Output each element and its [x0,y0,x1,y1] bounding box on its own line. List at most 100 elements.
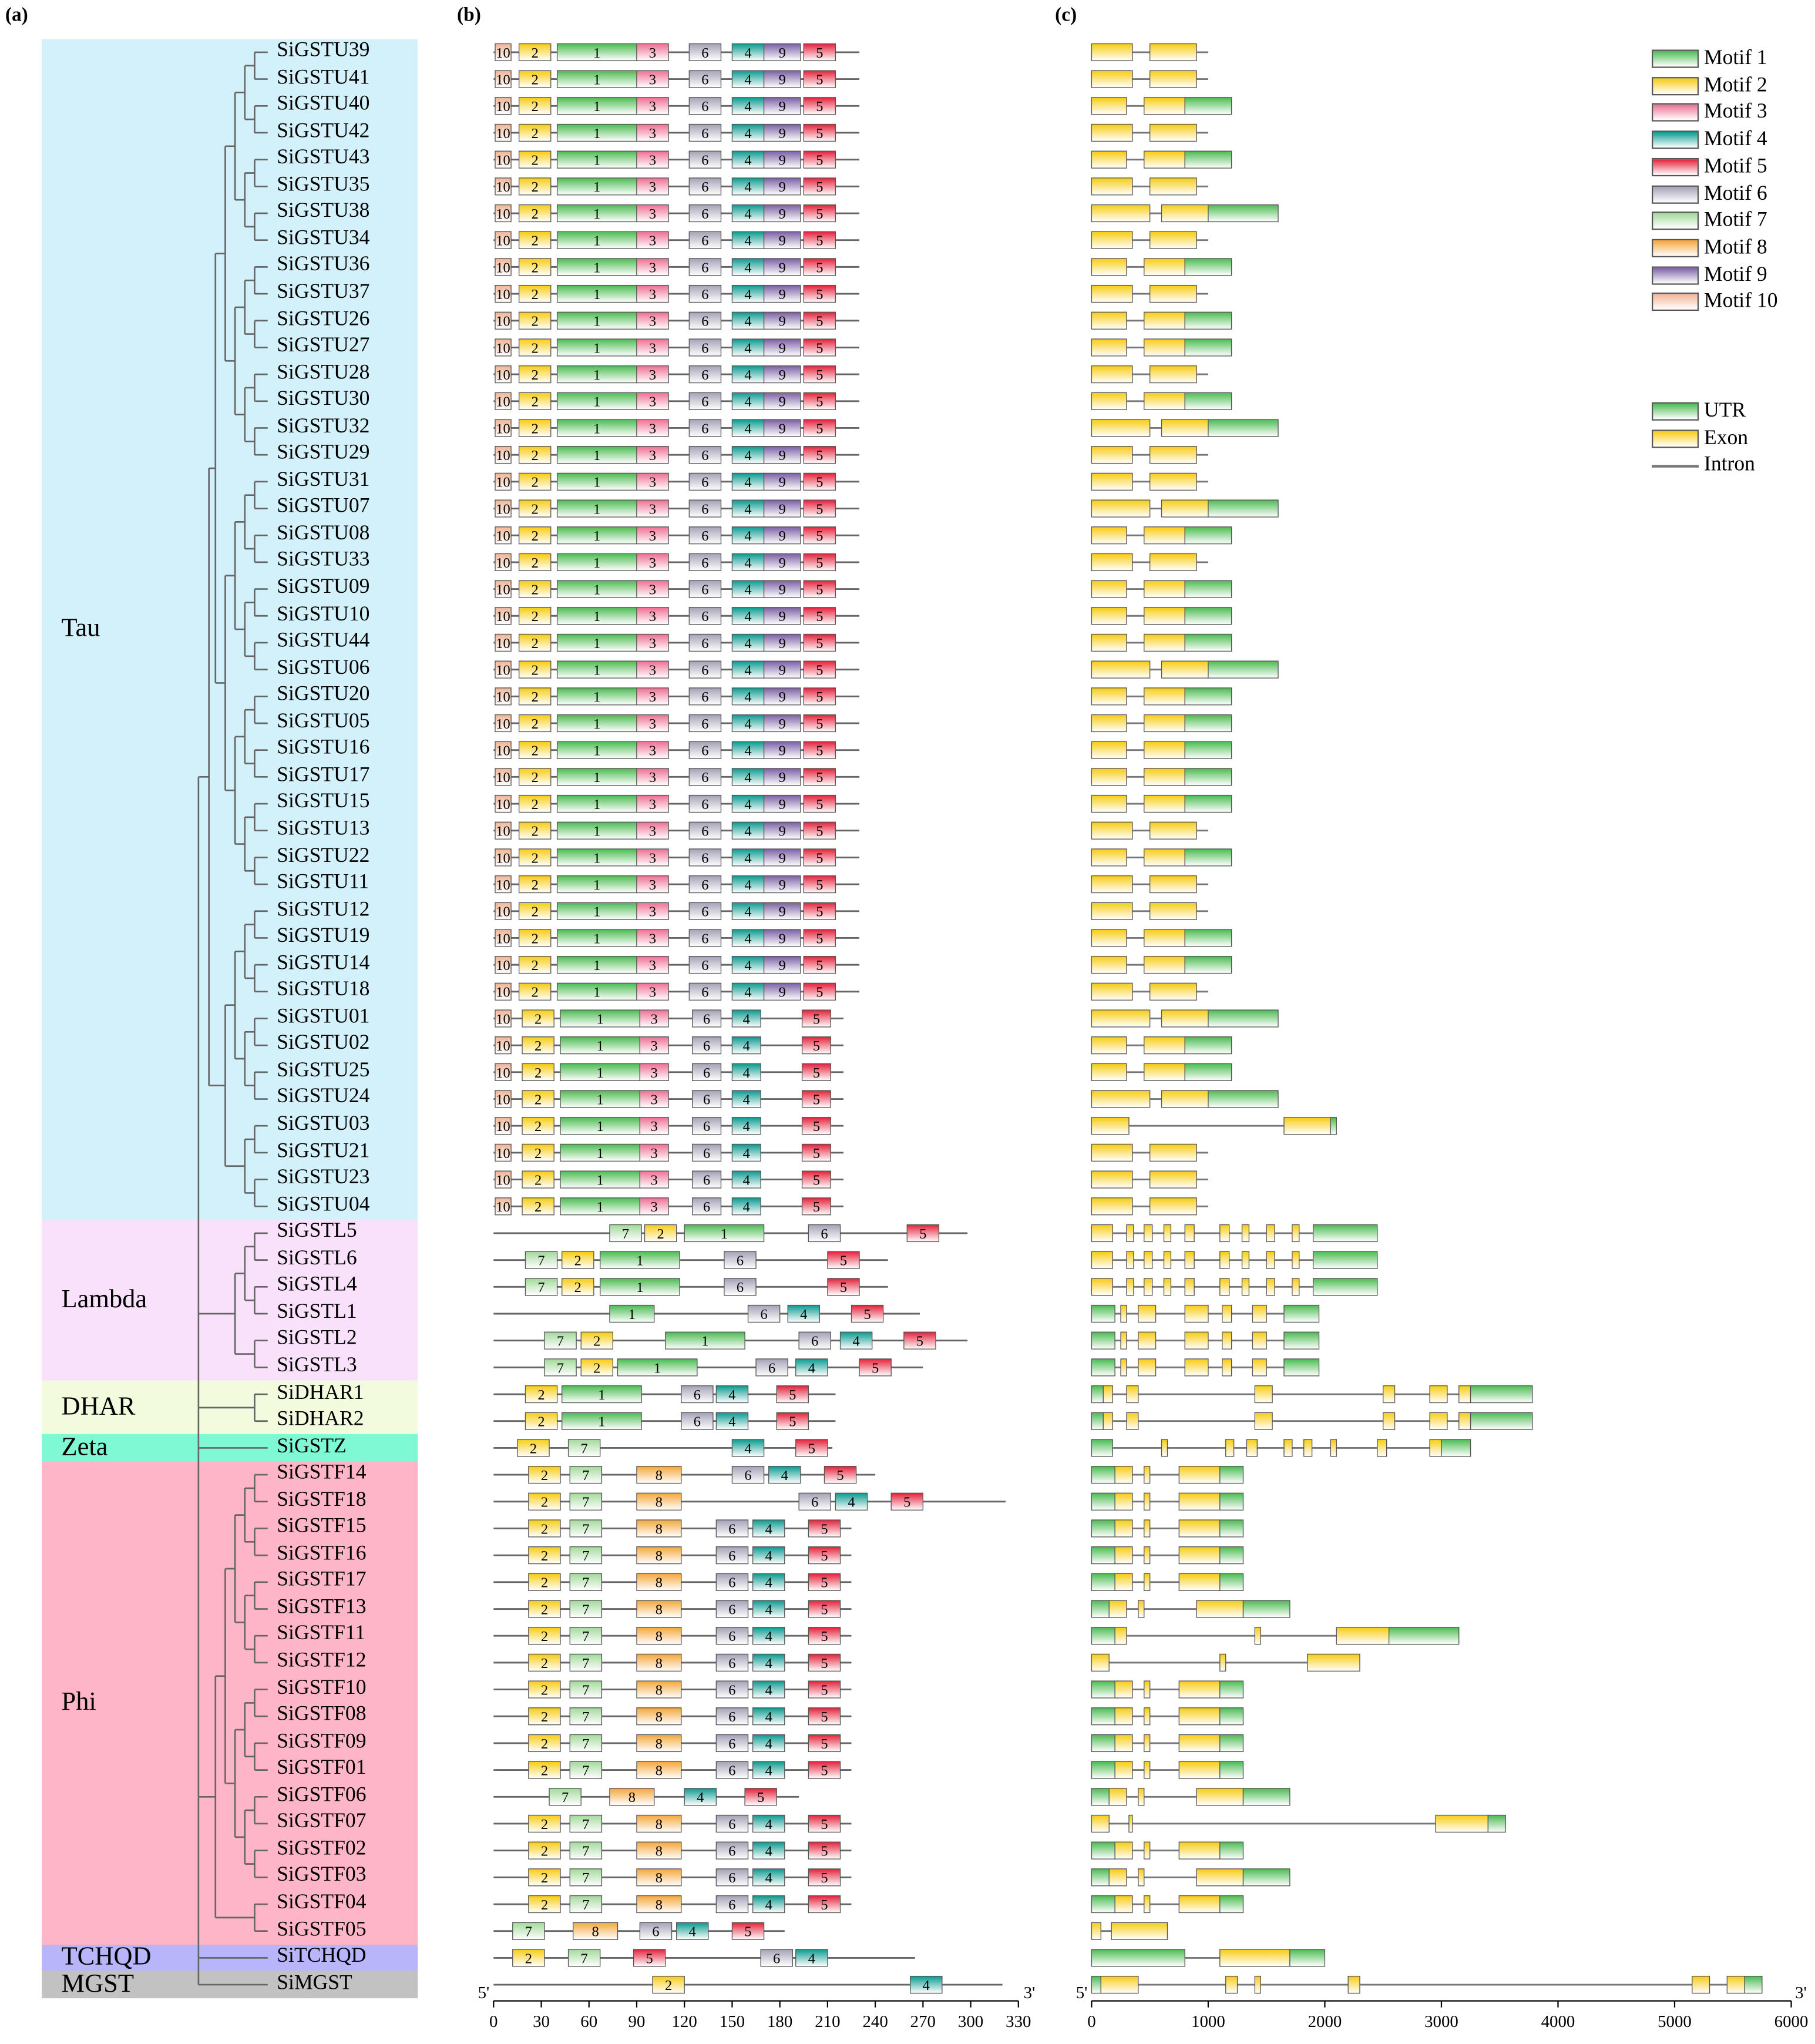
exon-box [1144,1519,1151,1538]
motif-number: 9 [779,367,786,383]
motif-number: 9 [779,958,786,974]
exon-box [1178,1841,1221,1860]
motif-box [522,1197,554,1216]
motif-box [803,43,836,62]
exon-box [1091,607,1127,625]
exon-box [1178,1734,1221,1753]
exon-box [1144,1734,1151,1753]
motif-box [803,982,836,1001]
motif-number: 2 [541,1548,548,1564]
motif-box [688,526,722,545]
motif-box [801,1143,831,1162]
motif-number: 5 [816,958,823,974]
motif-box [644,1224,677,1243]
motif-number: 8 [656,1602,663,1617]
motif-number: 2 [532,233,539,249]
motif-box [676,1922,709,1940]
exon-box [1091,1814,1110,1833]
motif-box [688,204,722,223]
motif-number: 6 [701,448,708,464]
motif-box [556,553,637,572]
gene-label: SiGSTF05 [277,1918,367,1941]
motif-number: 4 [743,1011,750,1027]
motif-box [763,848,801,867]
motif-number: 3 [649,716,656,732]
motif-box [518,875,552,894]
motif-box [636,660,669,679]
exon-box [1126,1412,1139,1430]
motif-number: 6 [703,1146,710,1162]
exon-box [1091,231,1133,249]
utr-box [1184,768,1232,786]
motif-number: 5 [816,716,823,732]
exon-box [1252,1304,1267,1323]
utr-box [1219,1546,1244,1565]
motif-number: 5 [816,904,823,920]
motif-box [763,687,801,706]
motif-number: 4 [744,877,751,893]
motif-number: 9 [779,824,786,840]
exon-box [1383,1412,1396,1430]
exon-box [1163,1251,1172,1269]
motif-number: 2 [532,501,539,517]
exon-box [1161,660,1209,679]
exon-box [1144,526,1185,545]
group-label: MGST [61,1969,135,1998]
gene-label: SiGSTU15 [277,790,370,813]
motif-box [518,43,552,62]
exon-box [1126,1385,1139,1404]
motif-number: 7 [537,1280,544,1295]
motif-number: 1 [721,1226,728,1242]
motif-box [522,1063,554,1081]
motif-number: 3 [651,1065,658,1081]
exon-box [1184,1331,1209,1350]
motif-box [688,231,722,249]
exon-box [1241,1224,1250,1243]
exon-box [1144,929,1185,947]
motif-number: 3 [649,287,656,303]
motif-number: 4 [728,1414,735,1430]
motif-box [528,1573,561,1591]
motif-number: 10 [496,45,510,61]
motif-number: 6 [703,1038,710,1054]
motif-box [639,1143,669,1162]
motif-number: 6 [728,1656,735,1672]
motif-box [518,553,552,572]
gene-label: SiGSTU02 [277,1032,370,1055]
motif-number: 2 [532,45,539,61]
motif-box [567,1949,601,1967]
motif-box [763,419,801,437]
motif-box [763,311,801,330]
motif-number: 4 [697,1790,704,1805]
motif-number: 1 [597,1119,604,1135]
motif-number: 5 [813,1172,820,1188]
gene-label: SiGSTU05 [277,710,370,733]
motif-box [528,1492,561,1511]
motif-box [768,1465,801,1484]
motif-number: 10 [496,770,510,786]
exon-box [1178,1573,1221,1591]
utr-box [1091,1627,1115,1645]
gene-label: SiGSTU36 [277,254,370,276]
motif-number: 5 [813,1065,820,1081]
motif-number: 4 [744,153,751,169]
motif-box [495,204,512,223]
group-band-tau [42,39,418,1220]
motif-box [808,1841,841,1860]
motif-number: 4 [744,958,751,974]
group-label: TCHQD [61,1942,152,1971]
exon-box [1144,97,1185,115]
gene-label: SiGSTU40 [277,93,370,115]
motif-number: 3 [649,877,656,893]
motif-number: 1 [654,1360,661,1376]
motif-box [731,660,765,679]
motif-number: 6 [701,555,708,571]
axis-tick-label: 120 [672,2012,697,2031]
motif-number: 6 [760,1307,767,1323]
motif-box [560,1009,641,1028]
motif-box [636,1546,682,1565]
motif-box [525,1412,558,1430]
utr-box [1184,1063,1232,1081]
motif-number: 4 [765,1817,772,1832]
